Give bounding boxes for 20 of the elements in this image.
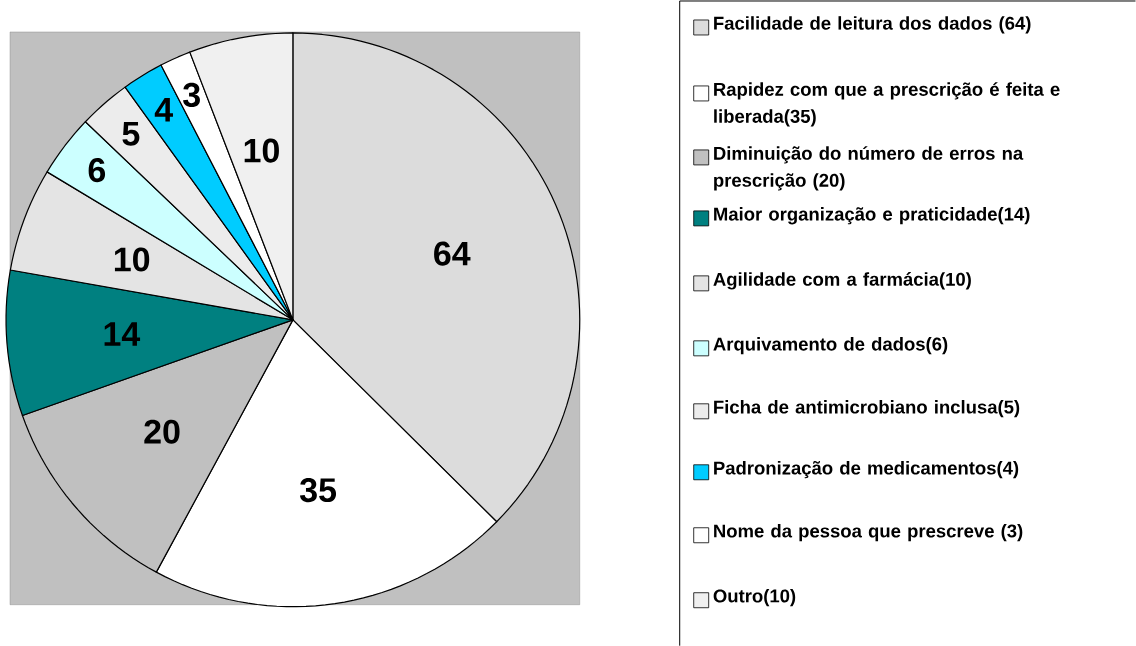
data-label: 35 (299, 477, 337, 503)
data-label: 14 (104, 322, 141, 346)
data-label: 64 (434, 241, 471, 266)
legend-label: Agilidade com a farmácia(10) (713, 271, 971, 290)
data-label: 20 (144, 419, 180, 444)
data-label: 10 (244, 138, 279, 163)
legend-label: Diminuição do número de erros na prescrição (20) (714, 146, 1024, 191)
legend-label: Arquivamento de dados(6) (713, 336, 948, 355)
data-label: 6 (88, 158, 106, 183)
data-label: 5 (122, 121, 140, 146)
legend-label: Maior organização e praticidade(14) (714, 207, 1030, 225)
data-label: 3 (183, 82, 200, 107)
legend-label: Facilidade de leitura dos dados (64) (714, 16, 1031, 34)
data-label: 4 (154, 97, 173, 122)
data-label: 10 (114, 247, 150, 272)
legend-label: Ficha de antimicrobiano inclusa(5) (714, 399, 1020, 418)
legend-label: Nome da pessoa que prescreve (3) (714, 523, 1023, 542)
legend-label: Padronização de medicamentos(4) (714, 460, 1019, 479)
legend-label: Rapidez com que a prescrição é feita e liberada(35) (714, 82, 1060, 127)
legend-label: Outro(10) (713, 588, 796, 607)
